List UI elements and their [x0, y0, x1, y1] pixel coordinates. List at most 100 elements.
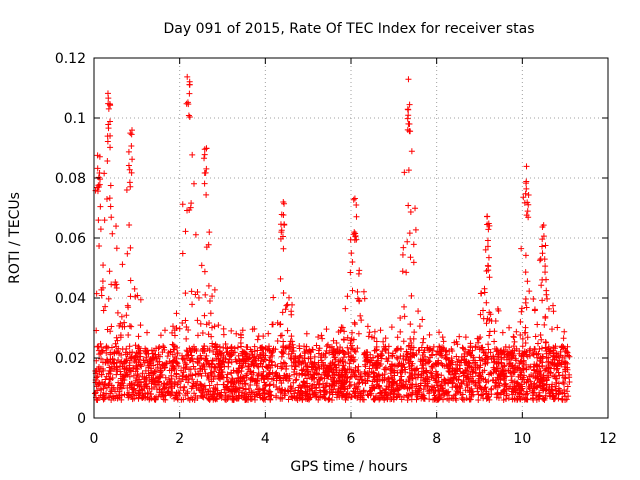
- roti-point: [269, 321, 276, 328]
- roti-point: [226, 392, 233, 399]
- roti-point: [170, 363, 177, 370]
- roti-point: [520, 357, 527, 364]
- roti-point: [262, 396, 269, 403]
- roti-point: [187, 348, 194, 355]
- roti-point: [112, 340, 119, 347]
- roti-point: [259, 344, 266, 351]
- roti-point: [554, 351, 561, 358]
- roti-point: [344, 293, 351, 300]
- roti-point: [296, 395, 303, 402]
- roti-point: [144, 347, 151, 354]
- roti-point: [469, 388, 476, 395]
- roti-point: [127, 244, 134, 251]
- roti-point: [519, 343, 526, 350]
- roti-point: [480, 315, 487, 322]
- roti-point: [488, 370, 495, 377]
- roti-point: [405, 377, 412, 384]
- roti-point: [202, 291, 209, 298]
- roti-point: [545, 343, 552, 350]
- roti-point: [545, 361, 552, 368]
- roti-point: [282, 365, 289, 372]
- roti-point: [93, 383, 100, 390]
- roti-point: [227, 351, 234, 358]
- x-axis-label: GPS time / hours: [290, 459, 407, 475]
- roti-point: [475, 396, 482, 403]
- roti-point: [554, 324, 561, 331]
- roti-point: [383, 355, 390, 362]
- roti-point: [443, 356, 450, 363]
- roti-point: [142, 367, 149, 374]
- roti-point: [542, 263, 549, 270]
- roti-point: [106, 380, 113, 387]
- roti-point: [277, 275, 284, 282]
- roti-point: [399, 251, 406, 258]
- roti-point: [103, 350, 110, 357]
- roti-point: [495, 360, 502, 367]
- roti-point: [181, 383, 188, 390]
- roti-point: [203, 165, 210, 172]
- roti-point: [224, 386, 231, 393]
- roti-point: [508, 373, 515, 380]
- roti-point: [131, 395, 138, 402]
- roti-point: [115, 392, 122, 399]
- scatter-points: [91, 73, 573, 403]
- roti-point: [477, 371, 484, 378]
- roti-point: [126, 343, 133, 350]
- roti-point: [406, 384, 413, 391]
- roti-point: [484, 355, 491, 362]
- roti-point: [366, 365, 373, 372]
- roti-point: [304, 395, 311, 402]
- roti-point: [137, 390, 144, 397]
- roti-point: [258, 344, 265, 351]
- roti-point: [430, 343, 437, 350]
- roti-point: [561, 380, 568, 387]
- roti-point: [444, 395, 451, 402]
- roti-point: [544, 295, 551, 302]
- roti-point: [251, 343, 258, 350]
- roti-point: [376, 390, 383, 397]
- roti-point: [203, 191, 210, 198]
- x-tick-label: 8: [432, 431, 441, 447]
- roti-point: [177, 384, 184, 391]
- roti-point: [385, 384, 392, 391]
- roti-point: [118, 313, 125, 320]
- roti-point: [357, 312, 364, 319]
- roti-point: [540, 233, 547, 240]
- roti-point: [435, 349, 442, 356]
- roti-point: [220, 331, 227, 338]
- roti-point: [419, 391, 426, 398]
- roti-point: [201, 347, 208, 354]
- roti-point: [108, 388, 115, 395]
- roti-point: [515, 373, 522, 380]
- roti-point: [435, 359, 442, 366]
- roti-point: [310, 391, 317, 398]
- roti-point: [148, 391, 155, 398]
- roti-point: [126, 362, 133, 369]
- roti-point: [228, 369, 235, 376]
- roti-point: [494, 347, 501, 354]
- roti-point: [494, 384, 501, 391]
- roti-point: [208, 324, 215, 331]
- roti-point: [302, 350, 309, 357]
- roti-point: [553, 379, 560, 386]
- roti-point: [502, 380, 509, 387]
- roti-point: [538, 345, 545, 352]
- roti-point: [532, 333, 539, 340]
- roti-point: [178, 367, 185, 374]
- roti-point: [350, 368, 357, 375]
- roti-point: [475, 339, 482, 346]
- roti-point: [107, 351, 114, 358]
- roti-point: [479, 391, 486, 398]
- roti-point: [550, 302, 557, 309]
- roti-point: [483, 267, 490, 274]
- roti-point: [462, 366, 469, 373]
- roti-point: [133, 362, 140, 369]
- roti-point: [293, 370, 300, 377]
- roti-point: [206, 347, 213, 354]
- roti-point: [128, 131, 135, 138]
- roti-point: [361, 368, 368, 375]
- roti-point: [169, 358, 176, 365]
- x-tick-label: 10: [513, 431, 531, 447]
- roti-point: [470, 378, 477, 385]
- roti-point: [412, 367, 419, 374]
